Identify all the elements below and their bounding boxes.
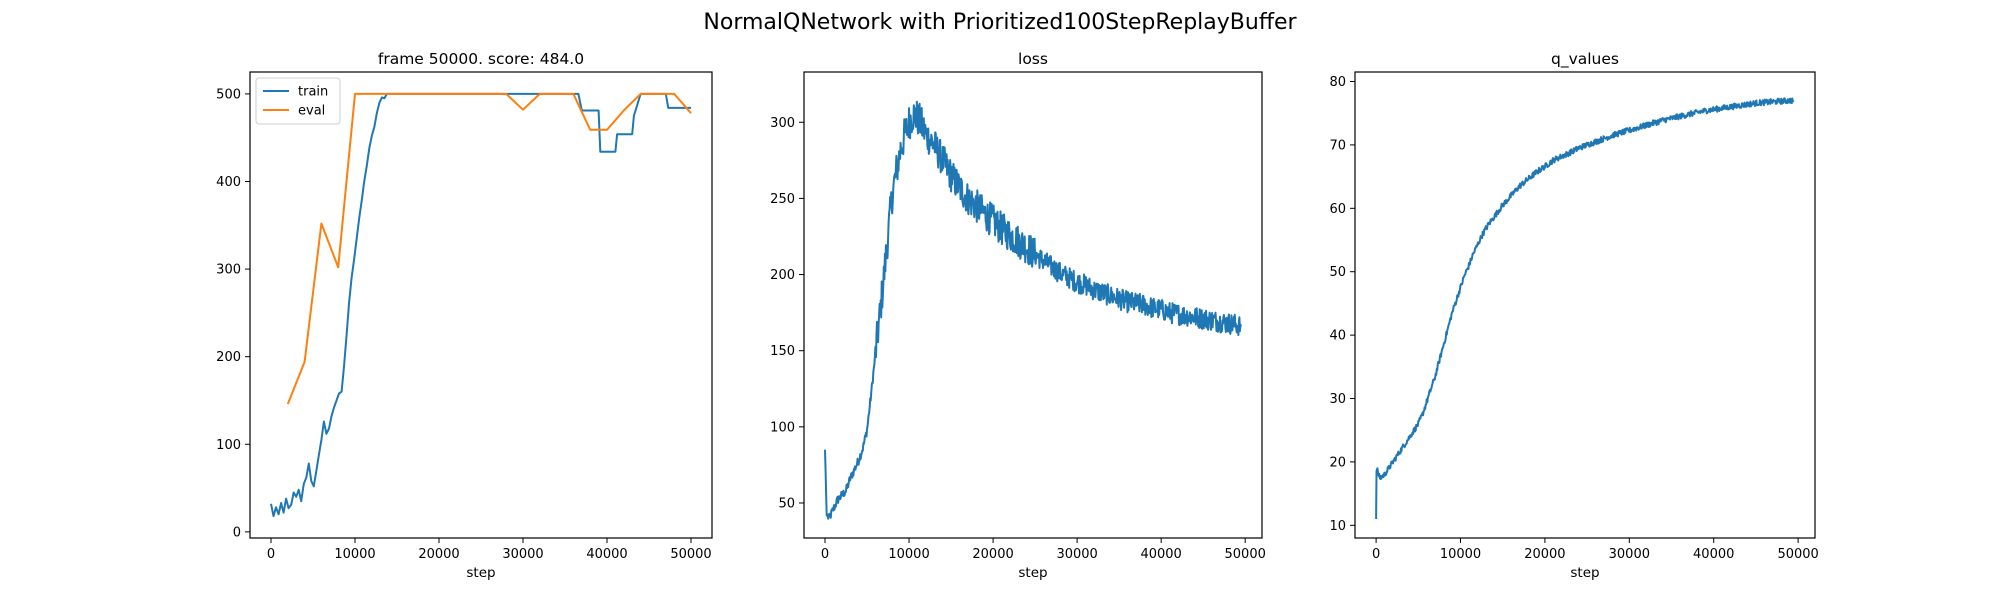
chart-3: 0 10000 20000 30000 40000 50000 10 20 30 40 50 60 70… [1329, 50, 1818, 581]
x-tick-label: 40000 [586, 547, 627, 562]
y-tick-label: 60 [1329, 202, 1346, 217]
eval-series-line [286, 92, 692, 405]
axes-frame [1354, 71, 1816, 539]
x-axis-label: step [466, 565, 495, 581]
y-tick-label: 70 [1329, 138, 1346, 153]
y-tick-label: 30 [1329, 392, 1346, 407]
chart-title: loss [1018, 50, 1048, 68]
x-tick-label: 0 [1372, 547, 1380, 562]
y-tick-label: 300 [216, 263, 241, 278]
y-tick-label: 50 [778, 496, 795, 511]
chart-title: frame 50000. score: 484.0 [378, 50, 584, 68]
y-tick-label: 250 [770, 192, 795, 207]
x-tick-label: 30000 [1056, 547, 1097, 562]
x-tick-label: 10000 [334, 547, 375, 562]
x-tick-label: 0 [821, 547, 829, 562]
x-axis-label: step [1018, 565, 1047, 581]
x-tick-label: 0 [267, 547, 275, 562]
y-tick-label: 150 [770, 344, 795, 359]
chart-2: 0 10000 20000 30000 40000 50000 50 100 150 200 250… [770, 50, 1266, 581]
axes-frame [249, 71, 713, 539]
chart-title: q_values [1551, 50, 1619, 69]
legend-label: train [298, 85, 328, 100]
chart-1: 0 10000 20000 30000 40000 50000 0 100 200 300 400 5… [216, 50, 713, 581]
x-tick-label: 50000 [670, 547, 711, 562]
series-line [824, 100, 1242, 520]
x-tick-label: 50000 [1777, 547, 1818, 562]
y-tick-label: 40 [1329, 329, 1346, 344]
x-tick-label: 30000 [1609, 547, 1650, 562]
y-tick-label: 20 [1329, 455, 1346, 470]
axes-frame [803, 71, 1263, 539]
series-line [1375, 97, 1795, 520]
legend-label: eval [298, 104, 325, 119]
y-tick-label: 300 [770, 116, 795, 131]
x-tick-label: 10000 [1440, 547, 1481, 562]
x-tick-label: 20000 [972, 547, 1013, 562]
x-tick-label: 40000 [1693, 547, 1734, 562]
y-tick-label: 500 [216, 87, 241, 102]
y-tick-label: 0 [233, 525, 241, 540]
x-tick-label: 20000 [1524, 547, 1565, 562]
y-tick-label: 100 [216, 438, 241, 453]
train-series-line [270, 92, 691, 518]
x-axis-label: step [1570, 565, 1599, 581]
x-tick-label: 10000 [888, 547, 929, 562]
figure-title: NormalQNetwork with Prioritized100StepRe… [703, 10, 1297, 35]
x-tick-label: 40000 [1140, 547, 1181, 562]
y-tick-label: 50 [1329, 265, 1346, 280]
y-tick-label: 10 [1329, 519, 1346, 534]
y-tick-label: 80 [1329, 75, 1346, 90]
y-tick-label: 100 [770, 420, 795, 435]
y-tick-label: 400 [216, 175, 241, 190]
legend-box [255, 77, 341, 125]
x-tick-label: 30000 [502, 547, 543, 562]
x-tick-label: 50000 [1225, 547, 1266, 562]
legend: train eval [255, 77, 341, 125]
x-tick-label: 20000 [418, 547, 459, 562]
y-tick-label: 200 [770, 268, 795, 283]
y-tick-label: 200 [216, 350, 241, 365]
